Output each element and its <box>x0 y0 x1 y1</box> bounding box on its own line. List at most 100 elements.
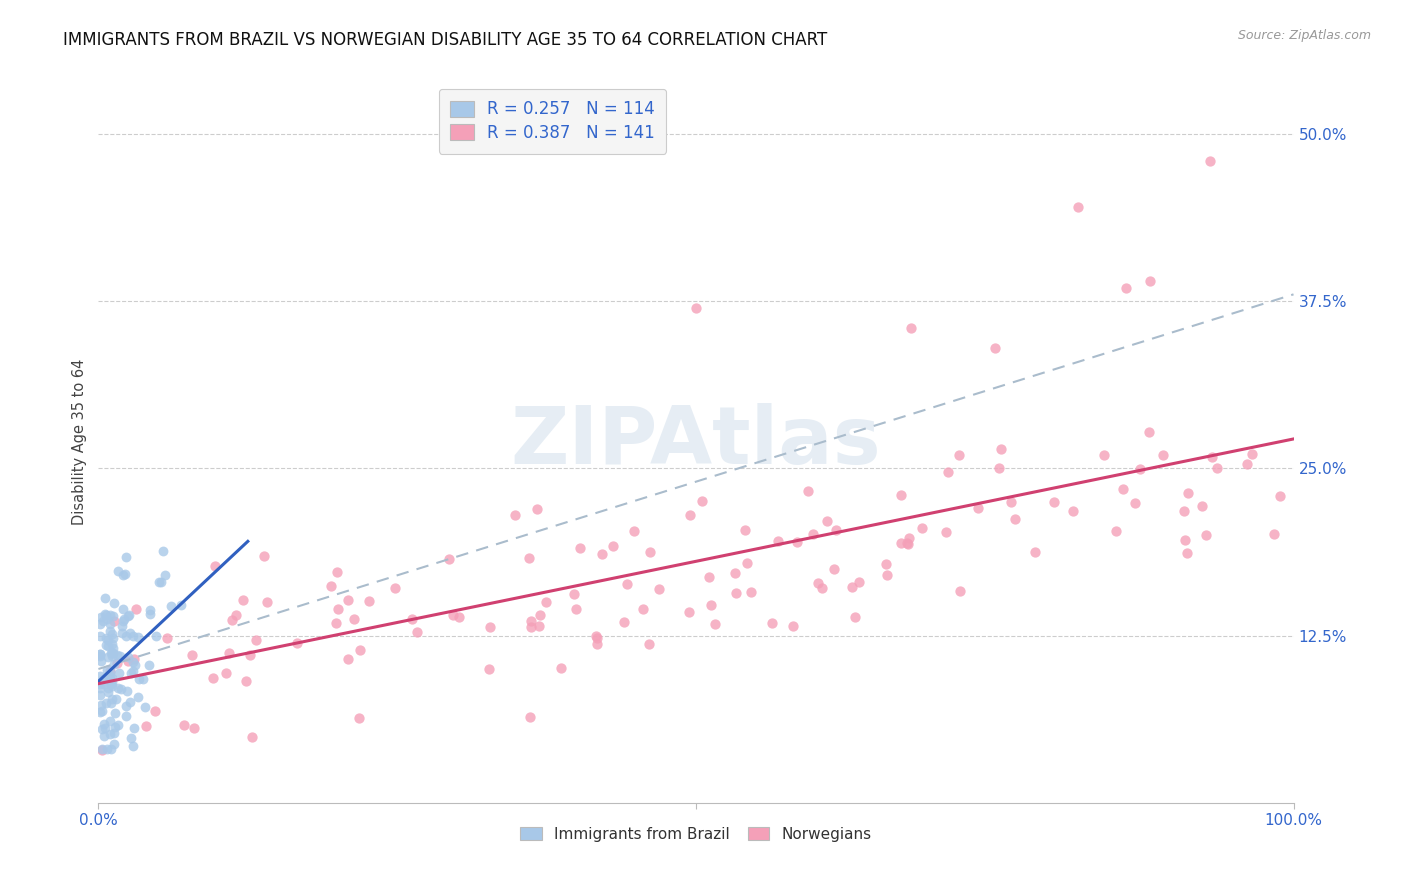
Point <box>98 664 121 678</box>
Point <box>631 602 654 616</box>
Point <box>104 720 127 734</box>
Point <box>124 658 146 673</box>
Point <box>121 629 143 643</box>
Point <box>520 615 543 629</box>
Point <box>181 648 204 663</box>
Point <box>441 608 464 623</box>
Point <box>1105 524 1128 539</box>
Point <box>115 709 138 723</box>
Point <box>734 523 756 537</box>
Point <box>89 609 111 624</box>
Point <box>1139 274 1161 288</box>
Point <box>1173 504 1195 518</box>
Point <box>98 624 121 639</box>
Point <box>1137 425 1160 440</box>
Point <box>215 666 238 681</box>
Point <box>990 442 1012 456</box>
Point <box>98 714 121 728</box>
Point <box>101 627 124 641</box>
Point <box>103 596 125 610</box>
Point <box>550 661 572 675</box>
Point <box>89 669 111 683</box>
Point <box>108 649 131 664</box>
Point <box>766 534 789 549</box>
Point <box>118 607 141 622</box>
Point <box>319 579 342 593</box>
Point <box>815 514 838 528</box>
Legend: Immigrants from Brazil, Norwegians: Immigrants from Brazil, Norwegians <box>513 819 879 849</box>
Point <box>326 565 349 579</box>
Point <box>406 625 429 640</box>
Point <box>1092 448 1115 462</box>
Point <box>101 640 124 655</box>
Point <box>125 601 148 615</box>
Point <box>638 637 661 651</box>
Point <box>124 721 146 735</box>
Point <box>127 630 149 644</box>
Point <box>825 523 848 537</box>
Point <box>1024 544 1046 558</box>
Point <box>807 576 830 591</box>
Point <box>111 625 134 640</box>
Point <box>103 614 125 628</box>
Point <box>685 301 707 315</box>
Point <box>143 704 166 718</box>
Point <box>103 631 125 645</box>
Point <box>565 601 588 615</box>
Point <box>122 652 145 666</box>
Point <box>678 605 700 619</box>
Point <box>117 654 139 668</box>
Point <box>987 461 1010 475</box>
Point <box>240 730 263 744</box>
Point <box>890 536 912 550</box>
Point <box>478 620 501 634</box>
Point <box>519 710 541 724</box>
Point <box>336 651 359 665</box>
Point <box>89 648 111 663</box>
Y-axis label: Disability Age 35 to 64: Disability Age 35 to 64 <box>72 359 87 524</box>
Point <box>1152 449 1174 463</box>
Point <box>135 719 157 733</box>
Point <box>343 612 366 626</box>
Point <box>337 593 360 607</box>
Point <box>326 602 349 616</box>
Point <box>117 649 139 664</box>
Point <box>96 742 118 756</box>
Point <box>112 612 135 626</box>
Point <box>101 692 124 706</box>
Point <box>761 616 783 631</box>
Point <box>202 671 225 685</box>
Point <box>89 647 111 661</box>
Text: ZIPAtlas: ZIPAtlas <box>510 402 882 481</box>
Point <box>648 582 671 596</box>
Point <box>89 681 111 696</box>
Point <box>101 671 124 685</box>
Point <box>225 607 247 622</box>
Point <box>183 721 205 735</box>
Point <box>100 646 122 660</box>
Point <box>89 688 111 702</box>
Point <box>97 640 120 654</box>
Point <box>169 598 191 612</box>
Point <box>96 663 118 677</box>
Point <box>111 614 134 628</box>
Point <box>1263 526 1285 541</box>
Point <box>98 665 121 679</box>
Point <box>103 646 125 660</box>
Point <box>134 699 156 714</box>
Point <box>121 739 143 753</box>
Point <box>221 613 243 627</box>
Point <box>117 684 139 698</box>
Point <box>105 656 128 670</box>
Point <box>104 692 127 706</box>
Point <box>585 629 607 643</box>
Point <box>1067 201 1090 215</box>
Point <box>159 599 181 614</box>
Point <box>89 677 111 691</box>
Point <box>1000 494 1022 508</box>
Point <box>101 646 124 660</box>
Point <box>96 696 118 710</box>
Point <box>638 545 661 559</box>
Point <box>94 608 117 623</box>
Point <box>900 321 922 335</box>
